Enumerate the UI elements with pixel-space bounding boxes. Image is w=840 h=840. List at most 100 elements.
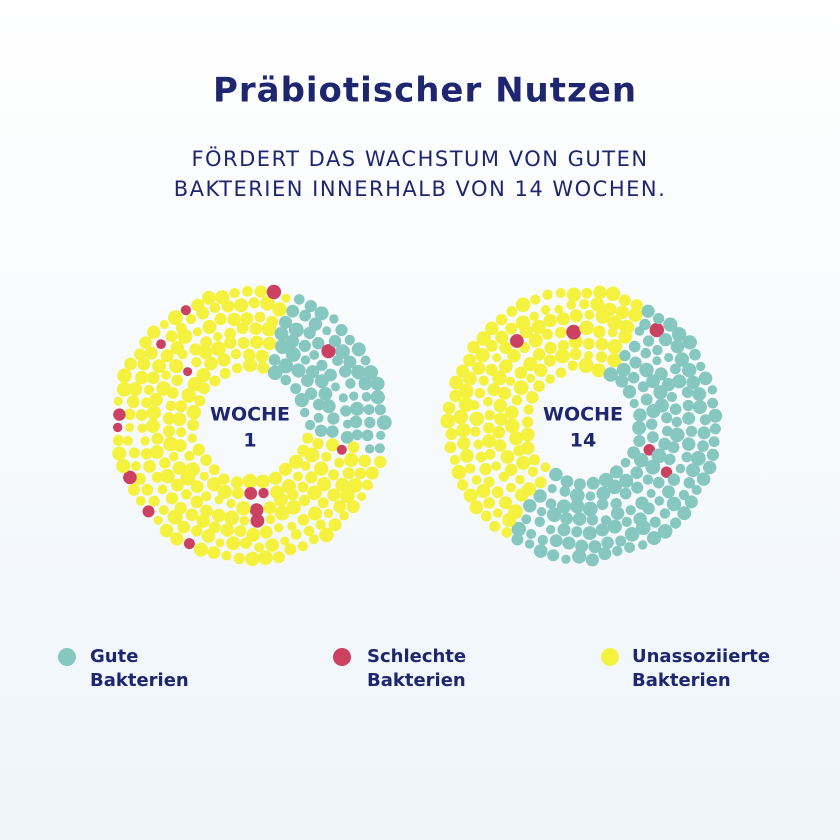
bacteria-dot [177,520,191,534]
bacteria-dot [192,327,203,337]
bacteria-dot [624,527,640,542]
bacteria-dot [556,312,570,326]
bacteria-dot [123,470,137,485]
bacteria-dot [231,363,243,374]
bacteria-dot [344,334,355,346]
bacteria-dot [682,363,697,378]
bacteria-dot [585,491,596,501]
bacteria-dot [158,505,169,516]
bacteria-dot [194,395,206,407]
bacteria-dot [190,480,204,494]
bacteria-dot [274,326,289,341]
bacteria-dot [249,322,262,336]
bacteria-dot [629,398,639,409]
bacteria-dot [312,337,325,350]
bacteria-dot [495,330,509,344]
bacteria-dot [610,506,625,520]
bacteria-dot [342,467,355,480]
bacteria-dot [683,477,695,489]
bacteria-dot [542,289,553,300]
bacteria-dot [135,409,148,421]
bacteria-dot [549,467,563,482]
bacteria-dot [180,470,196,486]
bacteria-dot [653,313,665,325]
bacteria-dot [207,546,221,559]
bacteria-dot [524,539,535,549]
bacteria-dot [162,412,176,425]
bacteria-dot [607,353,622,368]
bacteria-dot [573,478,586,491]
bacteria-dot [254,542,265,553]
bacteria-dot [697,426,711,440]
bacteria-dot [485,321,499,336]
bacteria-dot [305,471,318,484]
bacteria-dot [350,401,365,416]
bacteria-dot [549,534,563,548]
bacteria-dot [481,510,492,522]
bacteria-dot [562,536,576,550]
bacteria-dot [662,425,673,437]
bacteria-dot [581,287,593,299]
bacteria-dot [269,471,283,485]
bacteria-dot [689,348,701,361]
bacteria-dot [598,547,612,561]
bacteria-dot [263,501,277,515]
bacteria-dot [258,487,269,499]
bacteria-dot [685,425,698,437]
bacteria-dot [347,478,363,493]
bacteria-dot [686,375,700,390]
bacteria-dot [528,454,541,466]
bacteria-dot [265,514,276,525]
bacteria-dot [527,466,539,477]
bacteria-dot [209,375,221,387]
bacteria-dot [175,427,187,438]
bacteria-dot [445,428,458,441]
bacteria-dot [124,408,136,421]
bacteria-dot [633,435,646,447]
bacteria-dot [361,429,374,442]
bacteria-dot [691,485,702,495]
bacteria-dot [230,476,244,489]
bacteria-dot [130,461,141,472]
bacteria-dot [141,483,154,496]
bacteria-dot [572,512,587,526]
bacteria-dot [128,447,140,459]
bacteria-dot [112,434,125,446]
bacteria-dot [534,476,547,489]
bacteria-dot [483,396,493,407]
bacteria-dot [646,488,656,498]
bacteria-dot [652,356,662,366]
bacteria-dot [627,371,640,384]
legend-label: Bakterien [90,670,189,691]
bacteria-dot [570,488,585,503]
bacteria-dot [677,506,692,521]
bacteria-dot [204,356,218,371]
bacteria-dot [545,374,555,384]
bacteria-dot [628,308,643,322]
bacteria-dot [482,434,496,448]
bacteria-dot [642,474,654,485]
bacteria-dot [674,352,690,367]
bacteria-dot [632,420,647,435]
bacteria-dot [591,363,606,378]
bacteria-dot [692,400,707,415]
bacteria-dot [593,285,607,300]
bacteria-dot [530,294,541,305]
bacteria-dot [186,405,201,420]
bacteria-dot [493,439,507,452]
bacteria-dot [339,488,355,504]
bacteria-dot [474,387,486,399]
bacteria-dot [313,412,324,423]
bacteria-dot [664,352,674,363]
bacteria-dot [156,381,171,396]
bacteria-dot [199,471,209,481]
bacteria-dot [249,335,264,349]
bacteria-dot [165,492,179,505]
bacteria-dot [646,418,658,430]
bacteria-dot [303,525,315,537]
bacteria-dot [541,328,553,340]
bacteria-dot [610,465,623,479]
bacteria-dot [200,454,212,466]
bacteria-dot [340,431,354,444]
